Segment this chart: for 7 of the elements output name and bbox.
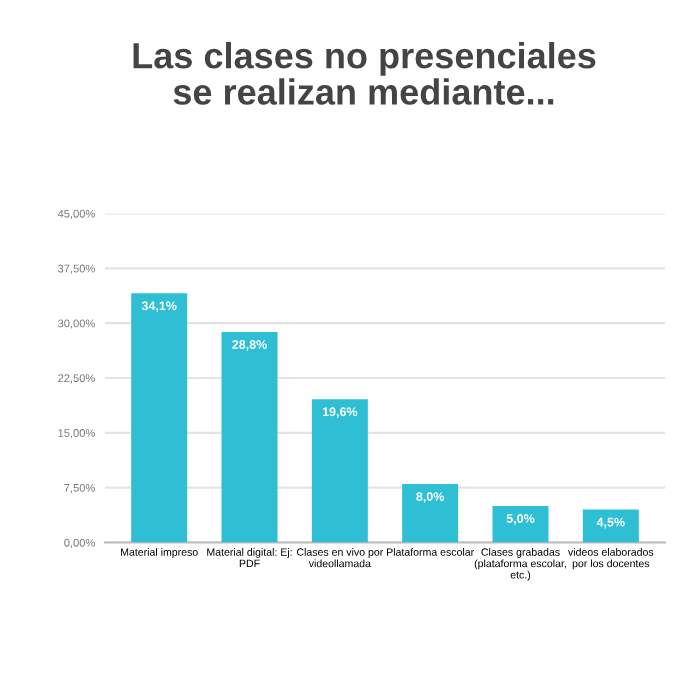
bar — [131, 293, 188, 543]
bar — [402, 484, 459, 543]
bar — [582, 509, 639, 543]
bar — [311, 399, 368, 543]
chart-title: Las clases no presenciales se realizan mediante... — [133, 42, 596, 105]
bar — [221, 331, 278, 543]
bar — [492, 505, 549, 543]
